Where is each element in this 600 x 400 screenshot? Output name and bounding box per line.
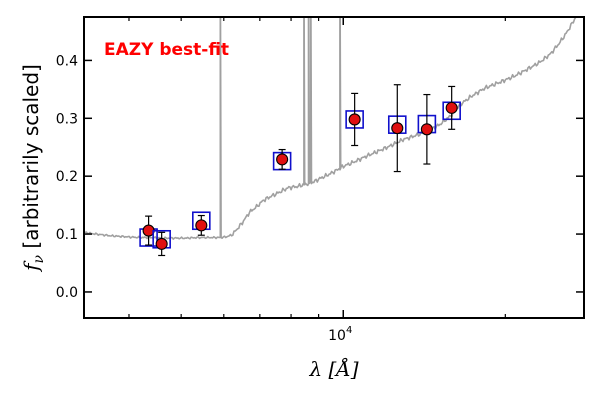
observed-flux-point: [276, 153, 289, 166]
annotation-label: EAZY best-fit: [104, 40, 229, 60]
y-tick-label: 0.0: [56, 285, 78, 301]
y-tick-label: 0.1: [56, 227, 78, 243]
plot-frame: [83, 16, 585, 319]
plot-background: [84, 17, 584, 318]
observed-flux-point: [155, 237, 168, 250]
x-tick-label: 104: [328, 325, 352, 344]
observed-flux-point: [348, 113, 361, 126]
y-axis-label: fν [arbitrarily scaled]: [19, 64, 47, 273]
y-tick-label: 0.2: [56, 169, 78, 185]
observed-flux-point: [445, 101, 458, 114]
y-tick-label: 0.3: [56, 111, 78, 127]
observed-flux-point: [195, 219, 208, 232]
observed-flux-point: [391, 122, 404, 135]
x-axis-label: λ [Å]: [308, 356, 358, 381]
observed-flux-point: [420, 123, 433, 136]
y-tick-label: 0.4: [56, 53, 78, 69]
